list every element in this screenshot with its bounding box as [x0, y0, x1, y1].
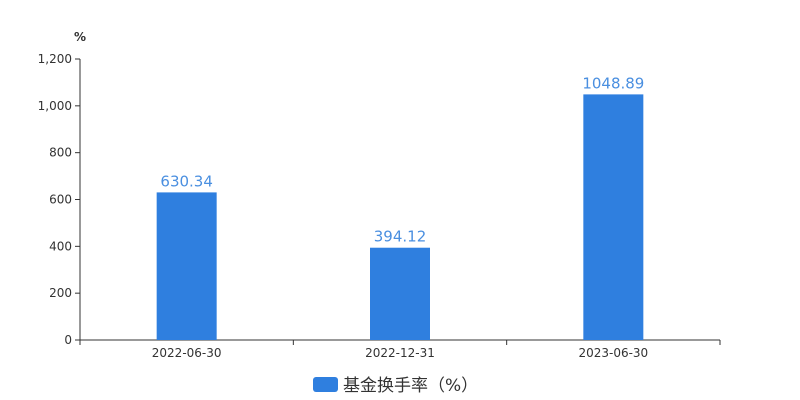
- y-tick-label: 200: [49, 286, 72, 300]
- legend[interactable]: 基金换手率（%）: [313, 376, 478, 396]
- y-tick-label: 400: [49, 239, 72, 253]
- y-tick-label: 1,000: [38, 99, 72, 113]
- legend-swatch[interactable]: [313, 377, 338, 392]
- y-axis: 0 200 400 600 800 1,000 1,200: [38, 52, 81, 347]
- y-tick-label: 0: [64, 333, 72, 347]
- y-axis-unit-label: %: [74, 30, 86, 44]
- x-tick-label: 2022-12-31: [365, 346, 435, 360]
- y-tick-label: 600: [49, 193, 72, 207]
- bar-value-label: 394.12: [374, 228, 427, 246]
- bar-value-label: 1048.89: [582, 74, 644, 92]
- x-tick-label: 2023-06-30: [578, 346, 648, 360]
- bars: [156, 94, 644, 341]
- bar[interactable]: [583, 94, 644, 341]
- x-axis: 2022-06-30 2022-12-31 2023-06-30: [79, 339, 721, 360]
- bar-value-label: 630.34: [160, 172, 213, 190]
- data-labels: 630.34 394.12 1048.89: [160, 74, 644, 245]
- bar[interactable]: [156, 192, 217, 340]
- legend-label[interactable]: 基金换手率（%）: [343, 376, 478, 396]
- x-tick-label: 2022-06-30: [152, 346, 222, 360]
- bar[interactable]: [370, 247, 430, 340]
- y-tick-label: 800: [49, 146, 72, 160]
- y-tick-label: 1,200: [38, 52, 72, 66]
